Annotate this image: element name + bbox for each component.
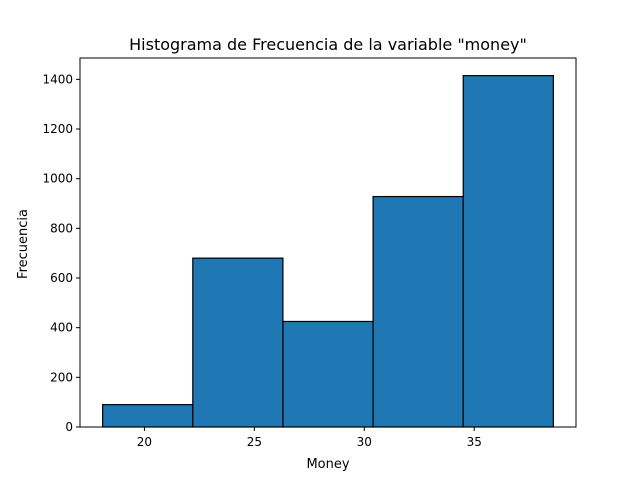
x-tick-label: 25 <box>247 435 262 449</box>
histogram-bar-5 <box>462 75 554 428</box>
y-tick-label: 1000 <box>42 172 73 186</box>
x-tick-label: 30 <box>357 435 372 449</box>
y-tick-label: 800 <box>50 221 73 235</box>
bars-group <box>102 75 554 428</box>
chart-title: Histograma de Frecuencia de la variable … <box>129 35 527 54</box>
y-tick-label: 1200 <box>42 122 73 136</box>
y-axis-label: Frecuencia <box>16 209 31 279</box>
histogram-bar-1 <box>102 404 194 428</box>
y-tick-label: 200 <box>50 370 73 384</box>
x-tick-label: 35 <box>467 435 482 449</box>
y-tick-label: 1400 <box>42 72 73 86</box>
x-axis: 20 25 30 35 <box>137 427 482 449</box>
x-tick-label: 20 <box>137 435 152 449</box>
y-tick-label: 400 <box>50 321 73 335</box>
y-tick-label: 0 <box>65 420 73 434</box>
y-tick-label: 600 <box>50 271 73 285</box>
histogram-bar-2 <box>192 257 284 428</box>
histogram-bar-3 <box>282 320 374 428</box>
plot-frame <box>79 57 577 428</box>
y-axis: 0 200 400 600 800 1000 1200 1400 <box>42 72 80 434</box>
histogram-bar-4 <box>372 195 464 428</box>
x-axis-label: Money <box>306 457 349 472</box>
